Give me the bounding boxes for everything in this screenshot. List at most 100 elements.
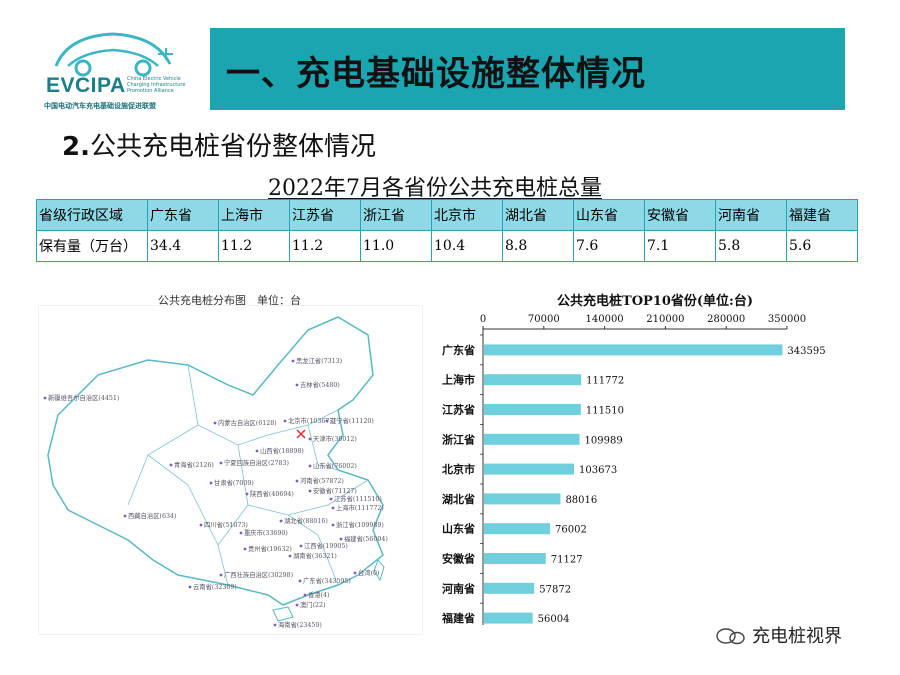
map-dot <box>213 421 217 425</box>
map-label: 甘肃省(7009) <box>214 478 254 487</box>
logo-chinese: 中国电动汽车充电基础设施促进联盟 <box>44 102 156 110</box>
map-dot <box>291 359 295 363</box>
map-dot <box>329 497 333 501</box>
map-label: 西藏自治区(634) <box>128 511 176 520</box>
bar-value-label: 57872 <box>539 584 571 595</box>
table-header-cell: 浙江省 <box>360 199 432 231</box>
x-tick-label: 70000 <box>528 314 560 325</box>
category-label: 浙江省 <box>442 432 475 446</box>
map-dot <box>325 419 329 423</box>
page-title: 一、充电基础设施整体情况 <box>226 54 646 94</box>
category-label: 安徽省 <box>442 552 475 566</box>
map-label: 辽宁省(11120) <box>330 416 374 425</box>
bar-value-label: 76002 <box>555 525 587 536</box>
capital-marker <box>296 429 306 439</box>
x-tick-label: 0 <box>480 314 486 325</box>
map-label: 广西壮族自治区(30298) <box>224 570 293 579</box>
map-dot <box>308 489 312 493</box>
map-label: 青海省(2126) <box>174 460 214 469</box>
taiwan-island <box>373 559 385 582</box>
province-table: 省级行政区域 广东省 上海市 江苏省 浙江省 北京市 湖北省 山东省 安徽省 河… <box>36 199 858 262</box>
bar <box>484 374 582 386</box>
map-label: 湖南省(36321) <box>293 551 337 560</box>
map-label: 云南省(32369) <box>193 582 237 591</box>
map-dot <box>188 585 192 589</box>
bar-value-label: 111510 <box>586 406 624 417</box>
table-header-cell: 河南省 <box>715 199 787 231</box>
category-label: 山东省 <box>442 522 475 536</box>
map-label: 江苏省(111510) <box>334 494 382 503</box>
table-header-cell: 江苏省 <box>289 199 361 231</box>
x-tick-label: 140000 <box>586 314 624 325</box>
x-tick-label: 210000 <box>646 314 684 325</box>
bar-value-label: 111772 <box>586 376 624 387</box>
map-dot <box>303 593 307 597</box>
map-dot <box>331 506 335 510</box>
china-outline <box>47 316 384 606</box>
map-label: 山东省(76002) <box>313 461 357 470</box>
map-label: 天津市(30012) <box>313 434 357 443</box>
table-value-cell: 11.2 <box>218 230 290 262</box>
map-label: 福建省(56004) <box>344 534 388 543</box>
table-header-cell: 福建省 <box>786 199 858 231</box>
table-title: 2022年7月各省份公共充电桩总量 <box>268 176 602 201</box>
category-label: 江苏省 <box>442 403 475 417</box>
wechat-icon <box>716 628 745 645</box>
map-label: 河南省(57872) <box>300 476 344 485</box>
map-label: 宁夏回族自治区(2783) <box>224 458 289 467</box>
table-value-cell: 10.4 <box>431 230 503 262</box>
table-value-cell: 11.2 <box>289 230 361 262</box>
map-label: 贵州省(19632) <box>248 544 292 553</box>
table-value-cell: 8.8 <box>502 230 574 262</box>
hainan-island <box>272 606 294 622</box>
bar-value-label: 109989 <box>585 435 623 446</box>
map-dot <box>209 481 213 485</box>
map-dot <box>298 579 302 583</box>
map-label: 安徽省(71127) <box>313 486 357 495</box>
category-label: 广东省 <box>442 343 475 357</box>
map-label: 上海市(111772) <box>336 503 384 512</box>
table-value-cell: 11.0 <box>360 230 432 262</box>
table-value-cell: 34.4 <box>147 230 219 262</box>
bar-value-label: 56004 <box>538 614 570 625</box>
map-label: 湖北省(88016) <box>284 516 328 525</box>
bar <box>484 582 535 594</box>
map-title: 公共充电桩分布图 单位：台 <box>158 294 301 307</box>
map-label: 广东省(343595) <box>303 576 351 585</box>
bar <box>484 463 575 475</box>
map-dot <box>219 461 223 465</box>
map-label: 重庆市(33690) <box>244 528 288 537</box>
table-header-cell: 山东省 <box>573 199 645 231</box>
category-label: 福建省 <box>441 611 475 625</box>
map-dot <box>283 419 287 423</box>
watermark-text: 充电桩视界 <box>752 626 842 647</box>
bar <box>484 523 551 535</box>
bar <box>484 404 581 415</box>
table-value-row: 保有量（万台） 34.4 11.2 11.2 11.0 10.4 8.8 7.6… <box>36 230 858 262</box>
map-dot <box>255 449 259 453</box>
table-value-cell: 5.6 <box>786 230 858 262</box>
map-dot <box>295 479 299 483</box>
bar <box>484 612 533 624</box>
map-label: 新疆维吾尔自治区(4451) <box>48 393 119 402</box>
map-dot <box>245 492 249 496</box>
table-header-cell: 湖北省 <box>502 199 574 231</box>
map-label: 内蒙古自治区(6128) <box>218 418 277 427</box>
map-label: 浙江省(109989) <box>336 520 384 529</box>
map-dot <box>308 464 312 468</box>
header-bar <box>210 28 845 110</box>
map-dot <box>219 573 223 577</box>
table-header-cell: 安徽省 <box>644 199 716 231</box>
bar <box>484 493 561 505</box>
map-dot <box>295 383 299 387</box>
bar <box>484 433 580 445</box>
category-label: 河南省 <box>442 581 475 595</box>
map-dot <box>43 396 47 400</box>
table-value-label: 保有量（万台） <box>36 230 148 262</box>
map-dot <box>308 437 312 441</box>
bar-value-label: 103673 <box>579 465 617 476</box>
table-value-cell: 5.8 <box>715 230 787 262</box>
map-dot <box>331 523 335 527</box>
table-header-row: 省级行政区域 广东省 上海市 江苏省 浙江省 北京市 湖北省 山东省 安徽省 河… <box>36 199 858 231</box>
map-dot <box>339 537 343 541</box>
